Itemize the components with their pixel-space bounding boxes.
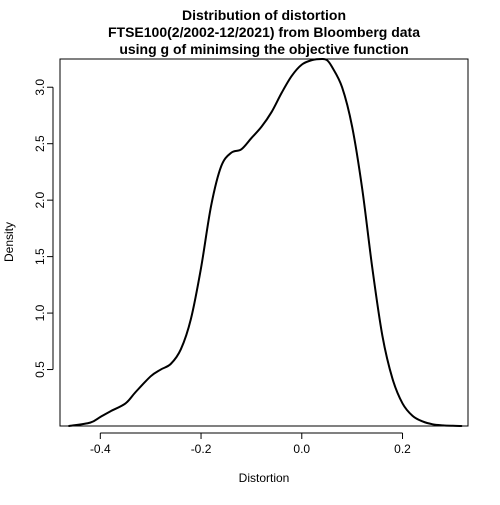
y-tick-label: 2.5 xyxy=(33,135,47,152)
y-axis-label: Density xyxy=(2,222,16,262)
y-tick-label: 3.0 xyxy=(33,79,47,96)
density-curve xyxy=(68,57,463,427)
x-axis-label: Distortion xyxy=(239,471,290,485)
x-tick-label: 0.2 xyxy=(394,442,411,456)
x-tick-label: -0.2 xyxy=(191,442,212,456)
x-tick-label: 0.0 xyxy=(293,442,310,456)
x-tick-label: -0.4 xyxy=(90,442,111,456)
y-tick-label: 0.5 xyxy=(33,361,47,378)
y-tick-label: 1.5 xyxy=(33,248,47,265)
x-axis: -0.4 -0.2 0.0 0.2 xyxy=(90,432,411,456)
y-tick-label: 2.0 xyxy=(33,191,47,208)
chart-title-line-2: FTSE100(2/2002-12/2021) from Bloomberg d… xyxy=(108,24,420,40)
y-tick-label: 1.0 xyxy=(33,304,47,321)
y-axis: 0.5 1.0 1.5 2.0 2.5 3.0 xyxy=(33,79,54,378)
plot-frame xyxy=(59,58,469,427)
chart-title-line-1: Distribution of distortion xyxy=(182,7,346,23)
chart-title-line-3: using g of minimsing the objective funct… xyxy=(119,41,408,57)
chart-title: Distribution of distortion FTSE100(2/200… xyxy=(108,7,420,57)
